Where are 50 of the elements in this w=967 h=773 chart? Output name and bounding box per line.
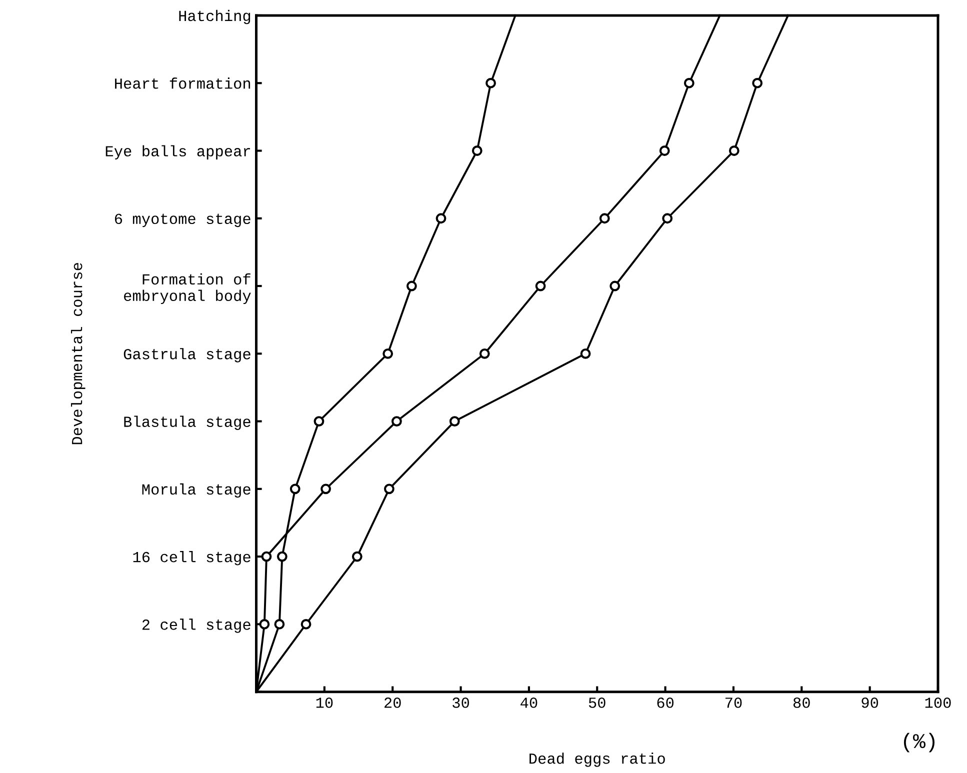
point [610,280,620,292]
point [472,146,482,156]
point [684,78,694,88]
text: (%) [904,732,934,752]
point [535,280,546,292]
point [662,213,673,224]
y-tick-label: Eye balls appear [106,145,250,160]
y-tick-label: Formation of embryonal body [124,273,251,304]
x-tick-label: 100 [925,698,951,708]
point [290,484,300,494]
y-tick-label: Heart formation [115,78,250,89]
x-tick-label: 90 [862,698,878,708]
point [659,146,670,156]
y-tick-label: 6 myotome stage [114,214,250,228]
point [274,618,285,630]
point [599,213,610,224]
x-tick-label: 50 [588,698,606,708]
x-axis-title: Dead eggs ratio [530,752,665,767]
x-tick-label: 40 [520,698,538,708]
y-tick-label: Blastula stage [124,416,250,430]
y-tick-label: Hatching [179,10,250,24]
y-axis-title: Developmental course [71,262,86,444]
x-tick-label: 60 [657,698,674,708]
y-tick-label: Gastrula stage [124,348,250,362]
point [728,146,740,156]
point [752,78,763,88]
point [436,213,446,224]
point [259,618,270,630]
point [314,416,324,426]
point [352,551,362,562]
point [382,348,394,359]
x-tick-label: 20 [384,698,401,708]
point [406,280,417,292]
point [449,416,460,426]
point [486,78,496,88]
point [580,348,591,359]
y-tick-label: Morula stage [142,483,250,498]
y-tick-label: 2 cell stage [142,618,250,633]
point [391,416,402,426]
x-tick-label: 70 [725,698,742,708]
point [300,618,312,630]
point [276,551,288,562]
point [261,551,272,562]
x-tick-label: 10 [316,698,333,708]
y-tick-label: 16 cell stage [133,551,250,566]
point [384,484,394,494]
point [320,484,332,494]
x-tick-label: 30 [452,698,470,708]
point [479,348,490,359]
x-tick-label: 80 [793,698,810,708]
